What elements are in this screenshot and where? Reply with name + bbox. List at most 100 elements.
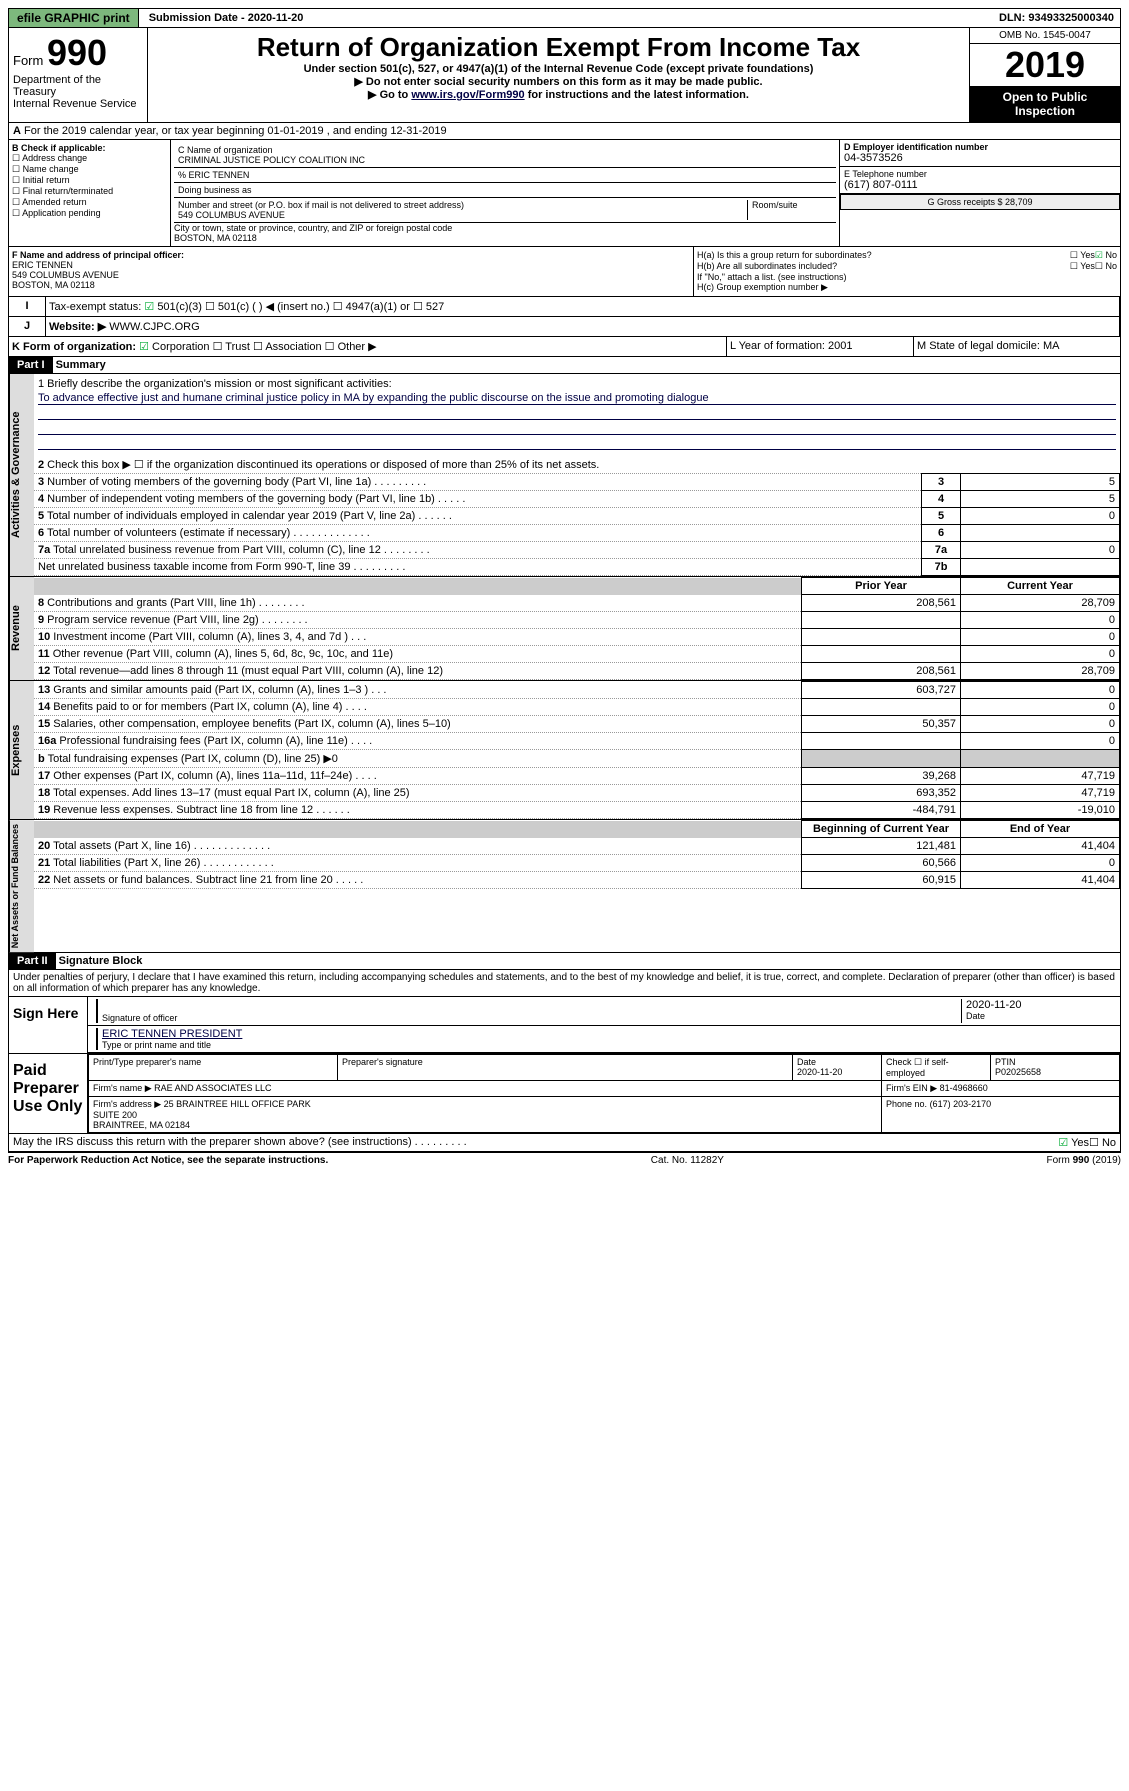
- form-label: Form: [13, 53, 43, 68]
- hb-note: If "No," attach a list. (see instruction…: [697, 272, 1117, 282]
- prep-name-label: Print/Type preparer's name: [89, 1055, 338, 1081]
- net-table: Beginning of Current YearEnd of Year 20 …: [34, 820, 1120, 889]
- hb-label: H(b) Are all subordinates included?: [697, 261, 1070, 272]
- self-employed-chk[interactable]: Check ☐ if self-employed: [882, 1055, 991, 1081]
- governance-table: 2 Check this box ▶ ☐ if the organization…: [34, 456, 1120, 576]
- officer-name: ERIC TENNEN: [12, 260, 73, 270]
- form-title: Return of Organization Exempt From Incom…: [152, 32, 965, 63]
- officer-addr: 549 COLUMBUS AVENUE: [12, 270, 119, 280]
- state-domicile: M State of legal domicile: MA: [914, 337, 1120, 356]
- col-end: End of Year: [961, 821, 1120, 838]
- vtab-net: Net Assets or Fund Balances: [9, 820, 34, 952]
- net-block: Net Assets or Fund Balances Beginning of…: [8, 819, 1121, 953]
- chk-name[interactable]: Name change: [12, 164, 167, 175]
- vtab-expenses: Expenses: [9, 681, 34, 819]
- part-ii-header: Part II Signature Block: [8, 953, 1121, 970]
- chk-address[interactable]: Address change: [12, 153, 167, 164]
- k-label: K Form of organization:: [12, 341, 136, 353]
- form-header: Form 990 Department of the Treasury Inte…: [8, 28, 1121, 123]
- submission-date: Submission Date - 2020-11-20: [143, 10, 310, 26]
- sign-here-label: Sign Here: [9, 997, 88, 1053]
- form-number: 990: [47, 32, 107, 73]
- sig-date-label: Date: [966, 1011, 1116, 1021]
- city: BOSTON, MA 02118: [174, 233, 257, 243]
- phone-label: E Telephone number: [844, 169, 1116, 179]
- addr-label: Number and street (or P.O. box if mail i…: [178, 200, 464, 210]
- street-address: 549 COLUMBUS AVENUE: [178, 210, 285, 220]
- ptin-label: PTIN: [995, 1057, 1016, 1067]
- efile-button[interactable]: efile GRAPHIC print: [9, 9, 139, 27]
- firm-ein: 81-4968660: [940, 1083, 988, 1093]
- j-label: Website: ▶: [49, 321, 106, 333]
- open-public: Open to Public Inspection: [970, 86, 1120, 122]
- col-begin: Beginning of Current Year: [802, 821, 961, 838]
- subtitle-1: Under section 501(c), 527, or 4947(a)(1)…: [152, 63, 965, 75]
- dln: DLN: 93493325000340: [993, 10, 1120, 26]
- ein-label: D Employer identification number: [844, 142, 1116, 152]
- chk-501c3[interactable]: 501(c)(3): [144, 301, 202, 313]
- chk-final[interactable]: Final return/terminated: [12, 186, 167, 197]
- footer: For Paperwork Reduction Act Notice, see …: [8, 1152, 1121, 1166]
- chk-4947[interactable]: 4947(a)(1) or: [333, 301, 410, 313]
- chk-501c[interactable]: 501(c) ( ) ◀ (insert no.): [205, 301, 330, 313]
- chk-amended[interactable]: Amended return: [12, 197, 167, 208]
- perjury-text: Under penalties of perjury, I declare th…: [8, 970, 1121, 997]
- section-c: C Name of organizationCRIMINAL JUSTICE P…: [171, 140, 840, 246]
- website-row: J Website: ▶ WWW.CJPC.ORG: [8, 317, 1121, 337]
- care-of: % ERIC TENNEN: [174, 168, 836, 183]
- irs-link[interactable]: www.irs.gov/Form990: [411, 89, 524, 101]
- paid-preparer-block: Paid Preparer Use Only Print/Type prepar…: [8, 1054, 1121, 1134]
- chk-assoc[interactable]: Association: [253, 341, 322, 353]
- discuss-no[interactable]: No: [1089, 1136, 1116, 1149]
- chk-initial[interactable]: Initial return: [12, 175, 167, 186]
- chk-527[interactable]: 527: [413, 301, 444, 313]
- firm-phone-label: Phone no.: [886, 1099, 927, 1109]
- chk-pending[interactable]: Application pending: [12, 208, 167, 219]
- sig-name-label: Type or print name and title: [102, 1040, 1116, 1050]
- prep-date-label: Date: [797, 1057, 816, 1067]
- chk-other[interactable]: Other ▶: [325, 341, 377, 353]
- prep-sig-label: Preparer's signature: [338, 1055, 793, 1081]
- chk-corp[interactable]: Corporation: [139, 341, 209, 353]
- officer-label: F Name and address of principal officer:: [12, 250, 184, 260]
- fh-block: F Name and address of principal officer:…: [8, 247, 1121, 297]
- room-label: Room/suite: [747, 200, 832, 220]
- subtitle-3: Go to www.irs.gov/Form990 for instructio…: [152, 88, 965, 101]
- discuss-row: May the IRS discuss this return with the…: [8, 1134, 1121, 1152]
- mission-text: To advance effective just and humane cri…: [38, 392, 1116, 405]
- sig-officer-label: Signature of officer: [102, 1013, 961, 1023]
- part-i-title: Summary: [56, 359, 106, 371]
- tax-status-row: I Tax-exempt status: 501(c)(3) 501(c) ( …: [8, 297, 1121, 317]
- gross-receipts: G Gross receipts $ 28,709: [840, 194, 1120, 210]
- vtab-governance: Activities & Governance: [9, 374, 34, 576]
- hb-yes[interactable]: Yes: [1070, 261, 1095, 272]
- chk-trust[interactable]: Trust: [213, 341, 250, 353]
- section-de: D Employer identification number04-35735…: [840, 140, 1120, 246]
- cat-no: Cat. No. 11282Y: [651, 1155, 724, 1166]
- part-i-header: Part I Summary: [8, 357, 1121, 374]
- firm-phone: (617) 203-2170: [930, 1099, 992, 1109]
- omb-number: OMB No. 1545-0047: [970, 28, 1120, 44]
- c-name-label: C Name of organization: [178, 145, 273, 155]
- part-ii-tag: Part II: [9, 953, 56, 969]
- mission-label: 1 Briefly describe the organization's mi…: [38, 378, 1116, 390]
- discuss-text: May the IRS discuss this return with the…: [13, 1136, 1058, 1149]
- dept-treasury: Department of the Treasury: [13, 74, 143, 98]
- pra-notice: For Paperwork Reduction Act Notice, see …: [8, 1155, 328, 1166]
- ha-yes[interactable]: Yes: [1070, 250, 1095, 261]
- city-label: City or town, state or province, country…: [174, 223, 452, 233]
- sig-date: 2020-11-20: [966, 999, 1116, 1011]
- ha-label: H(a) Is this a group return for subordin…: [697, 250, 1070, 261]
- col-prior: Prior Year: [802, 578, 961, 595]
- firm-name: RAE AND ASSOCIATES LLC: [154, 1083, 271, 1093]
- ha-no[interactable]: No: [1095, 250, 1117, 261]
- sig-name: ERIC TENNEN PRESIDENT: [102, 1028, 1116, 1040]
- form-ref: Form 990 (2019): [1047, 1155, 1121, 1166]
- ein: 04-3573526: [844, 152, 1116, 164]
- hc-label: H(c) Group exemption number ▶: [697, 282, 1117, 293]
- tax-year: 2019: [970, 44, 1120, 86]
- discuss-yes[interactable]: Yes: [1058, 1136, 1089, 1149]
- hb-no[interactable]: No: [1095, 261, 1117, 272]
- phone: (617) 807-0111: [844, 179, 1116, 191]
- org-name: CRIMINAL JUSTICE POLICY COALITION INC: [178, 155, 365, 165]
